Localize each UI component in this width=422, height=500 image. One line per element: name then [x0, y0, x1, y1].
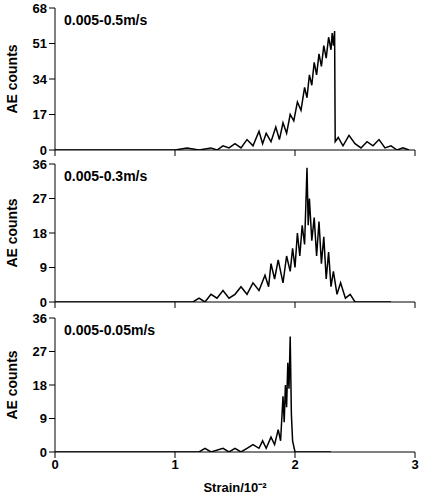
svg-text:AE counts: AE counts [8, 44, 20, 113]
svg-text:9: 9 [40, 411, 47, 426]
svg-text:27: 27 [33, 344, 47, 359]
svg-text:34: 34 [33, 72, 48, 87]
svg-text:3: 3 [411, 457, 414, 472]
svg-text:0: 0 [40, 143, 47, 158]
svg-text:0: 0 [40, 445, 47, 460]
svg-text:18: 18 [33, 378, 47, 393]
svg-text:9: 9 [40, 260, 47, 275]
svg-text:17: 17 [33, 107, 47, 122]
svg-text:AE counts: AE counts [8, 350, 20, 419]
html-text:0.005-0.3m/s: 0.005-0.3m/s [64, 168, 148, 184]
svg-text:2: 2 [291, 457, 298, 472]
html-text:0.005-0.05m/s: 0.005-0.05m/s [64, 322, 156, 338]
svg-text:36: 36 [33, 311, 47, 326]
html-text:0.005-0.5m/s: 0.005-0.5m/s [64, 12, 148, 28]
svg-text:51: 51 [33, 36, 47, 51]
svg-text:0: 0 [40, 295, 47, 310]
svg-text:0: 0 [51, 457, 58, 472]
svg-text:27: 27 [33, 191, 47, 206]
svg-text:1: 1 [171, 457, 178, 472]
svg-text:Strain/10⁻²: Strain/10⁻² [203, 480, 267, 495]
svg-text:36: 36 [33, 158, 47, 172]
svg-text:AE counts: AE counts [8, 198, 20, 267]
svg-text:68: 68 [33, 1, 47, 16]
svg-text:18: 18 [33, 226, 47, 241]
